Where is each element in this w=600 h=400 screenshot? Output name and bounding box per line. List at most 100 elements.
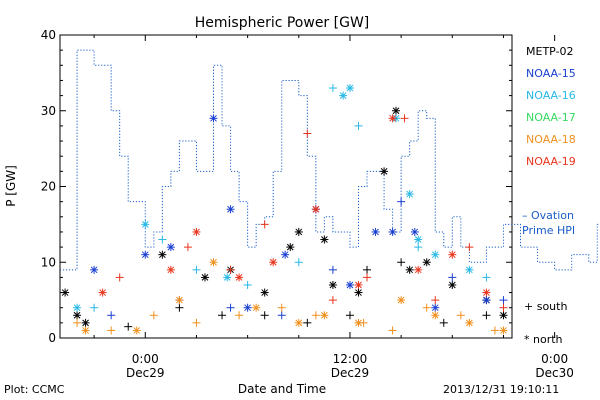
y-tick-label: 40 [41, 28, 56, 42]
point-noaa-18-north [294, 318, 303, 327]
x-tick-time: 0:00 [541, 352, 568, 366]
point-noaa-19-north [235, 273, 244, 282]
point-noaa-19-south [260, 220, 269, 229]
point-noaa-16-south [328, 84, 337, 93]
point-metp-02-north [392, 106, 401, 115]
point-noaa-19-north [388, 114, 397, 123]
point-metp-02-south [345, 311, 354, 320]
point-metp-02-north [328, 280, 337, 289]
point-noaa-19-south [183, 243, 192, 252]
point-noaa-16-north [73, 303, 82, 312]
y-tick-label: 10 [41, 255, 56, 269]
point-noaa-18-south [490, 326, 499, 335]
point-metp-02-north [286, 243, 295, 252]
point-noaa-15-north [345, 280, 354, 289]
point-noaa-15-north [371, 227, 380, 236]
point-metp-02-south [124, 322, 133, 331]
point-noaa-18-north [252, 303, 261, 312]
point-noaa-18-south [359, 318, 368, 327]
point-noaa-18-north [397, 296, 406, 305]
point-metp-02-south [303, 318, 312, 327]
point-noaa-18-south [149, 311, 158, 320]
point-noaa-16-north [465, 265, 474, 274]
x-tick-time: 12:00 [333, 352, 368, 366]
point-noaa-15-south [397, 197, 406, 206]
south-marker-legend: + south [524, 300, 567, 313]
data-points [61, 84, 508, 335]
point-noaa-15-north [209, 114, 218, 123]
y-axis: 0 10 20 30 40 [41, 28, 512, 345]
point-noaa-16-south [243, 280, 252, 289]
point-noaa-18-south [311, 311, 320, 320]
point-metp-02-north [294, 227, 303, 236]
point-noaa-19-north [482, 288, 491, 297]
point-noaa-18-south [388, 326, 397, 335]
point-noaa-15-north [410, 227, 419, 236]
point-metp-02-south [218, 311, 227, 320]
point-noaa-15-north [141, 250, 150, 259]
point-metp-02-south [363, 265, 372, 274]
point-noaa-15-south [448, 273, 457, 282]
legend: METP-02 NOAA-15 NOAA-16 NOAA-17 NOAA-18 NOAA-… [526, 45, 576, 168]
chart-title: Hemispheric Power [GW] [195, 15, 370, 31]
point-noaa-15-north [243, 303, 252, 312]
point-noaa-16-north [339, 91, 348, 100]
point-noaa-18-north [499, 326, 508, 335]
point-noaa-19-north [269, 258, 278, 267]
point-metp-02-south [397, 258, 406, 267]
point-noaa-18-south [107, 326, 116, 335]
legend-noaa-18: NOAA-18 [526, 133, 576, 146]
point-noaa-16-north [431, 250, 440, 259]
point-noaa-16-north [345, 84, 354, 93]
point-noaa-19-south [431, 296, 440, 305]
point-noaa-16-south [482, 273, 491, 282]
point-noaa-18-north [81, 326, 90, 335]
point-noaa-15-south [499, 296, 508, 305]
x-tick-date: Dec30 [535, 366, 574, 380]
ovation-prime-hpi-line [60, 49, 600, 271]
point-noaa-15-north [482, 296, 491, 305]
point-noaa-15-south [277, 311, 286, 320]
point-noaa-15-north [281, 250, 290, 259]
point-metp-02-north [73, 311, 82, 320]
x-tick-time: 0:00 [132, 352, 159, 366]
point-metp-02-north [448, 280, 457, 289]
point-noaa-19-north [448, 250, 457, 259]
x-axis-label: Date and Time [238, 382, 326, 396]
point-metp-02-south [175, 303, 184, 312]
legend-noaa-16: NOAA-16 [526, 89, 576, 102]
point-noaa-16-south [90, 303, 99, 312]
point-metp-02-north [499, 311, 508, 320]
point-noaa-16-north [223, 273, 232, 282]
ovation-legend-label-line2: Prime HPI [522, 224, 575, 237]
north-marker-legend: * north [524, 333, 563, 346]
x-tick-date: Dec29 [126, 366, 165, 380]
point-noaa-19-south [328, 296, 337, 305]
point-metp-02-north [320, 235, 329, 244]
point-noaa-19-south [363, 273, 372, 282]
point-noaa-18-south [73, 318, 82, 327]
legend-noaa-17: NOAA-17 [526, 111, 576, 124]
x-tick-date: Dec29 [331, 366, 370, 380]
legend-metp-02: METP-02 [526, 45, 574, 58]
point-noaa-19-north [98, 288, 107, 297]
point-metp-02-south [439, 318, 448, 327]
point-noaa-19-north [166, 265, 175, 274]
point-noaa-15-north [226, 205, 235, 214]
ovation-prime-hpi-path [60, 49, 600, 271]
point-metp-02-north [158, 250, 167, 259]
point-noaa-19-north [354, 280, 363, 289]
point-noaa-18-south [456, 311, 465, 320]
point-noaa-19-south [499, 303, 508, 312]
point-noaa-15-north [388, 227, 397, 236]
point-noaa-15-south [328, 265, 337, 274]
point-noaa-16-south [414, 243, 423, 252]
point-metp-02-north [200, 273, 209, 282]
point-metp-02-north [260, 288, 269, 297]
plot-timestamp: 2013/12/31 19:10:11 [443, 383, 559, 396]
point-noaa-16-north [141, 220, 150, 229]
y-tick-label: 0 [48, 331, 56, 345]
point-noaa-19-south [400, 114, 409, 123]
point-noaa-16-north [414, 235, 423, 244]
